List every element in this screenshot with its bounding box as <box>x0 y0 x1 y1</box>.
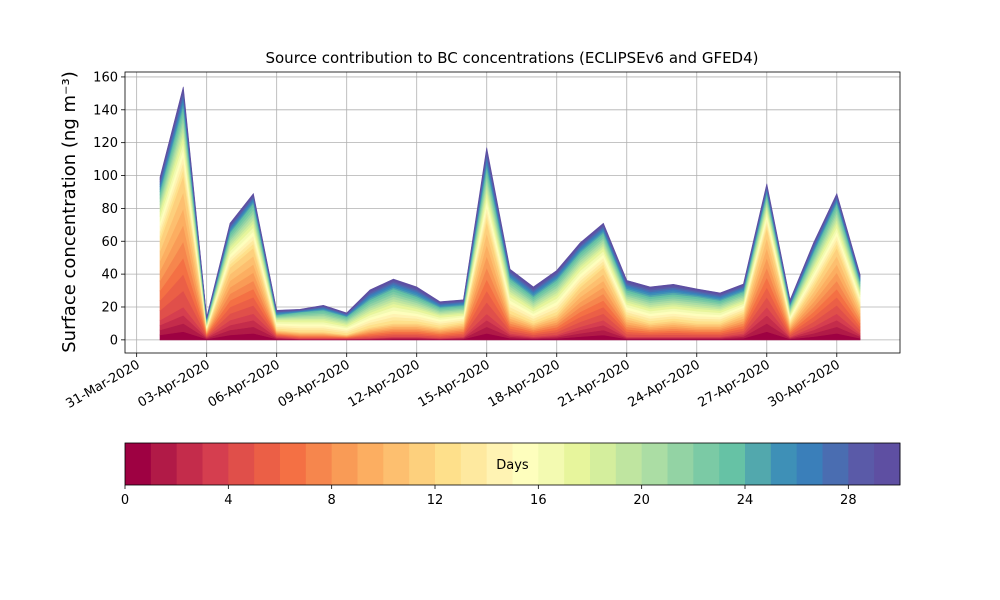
colorbar-tick-label: 4 <box>224 493 232 508</box>
area <box>159 86 861 318</box>
x-tick-label: 24-Apr-2020 <box>626 357 703 410</box>
colorbar-cell <box>486 443 513 485</box>
colorbar-cell <box>770 443 798 485</box>
colorbar-cell <box>538 443 565 485</box>
y-tick-label: 40 <box>101 268 118 283</box>
colorbar-cell <box>202 443 229 485</box>
colorbar-cell <box>745 443 772 485</box>
colorbar-cell <box>512 443 539 485</box>
x-tick-label: 12-Apr-2020 <box>346 357 423 410</box>
x-tick-label: 03-Apr-2020 <box>136 357 213 410</box>
colorbar-cell <box>150 443 178 485</box>
colorbar-cell <box>564 443 591 485</box>
colorbar-cell <box>615 443 643 485</box>
colorbar-cell <box>305 443 333 485</box>
colorbar-tick-label: 0 <box>121 493 129 508</box>
colorbar-tick-label: 24 <box>737 493 754 508</box>
colorbar-cell <box>176 443 203 485</box>
colorbar-cell <box>848 443 875 485</box>
colorbar-label: Days <box>496 458 529 473</box>
y-tick-label: 80 <box>101 202 118 217</box>
y-tick-label: 140 <box>93 103 118 118</box>
plot-frame <box>124 71 901 354</box>
colorbar-tick-label: 8 <box>328 493 336 508</box>
colorbar-cell <box>409 443 436 485</box>
chart-title: Source contribution to BC concentrations… <box>265 49 758 67</box>
y-tick-label: 20 <box>101 300 118 315</box>
colorbar-cell <box>331 443 358 485</box>
colorbar-cell <box>280 443 307 485</box>
colorbar-cell <box>667 443 694 485</box>
colorbar-cell <box>590 443 617 485</box>
colorbar-cell <box>383 443 410 485</box>
colorbar-cell <box>693 443 720 485</box>
colorbar-cell <box>435 443 462 485</box>
y-tick-label: 100 <box>93 169 118 184</box>
colorbar-cell <box>254 443 281 485</box>
colorbar-cell <box>822 443 849 485</box>
x-tick-label: 21-Apr-2020 <box>556 357 633 410</box>
y-tick-label: 120 <box>93 136 118 151</box>
x-tick-label: 09-Apr-2020 <box>276 357 353 410</box>
y-axis-label: Surface concentration (ng m⁻³) <box>59 71 80 353</box>
colorbar-cell <box>357 443 384 485</box>
colorbar-cell <box>874 443 901 485</box>
colorbar-cell <box>460 443 488 485</box>
x-tick-label: 06-Apr-2020 <box>206 357 283 410</box>
x-tick-label: 15-Apr-2020 <box>416 357 493 410</box>
colorbar-cell <box>228 443 255 485</box>
x-tick-label: 31-Mar-2020 <box>64 357 143 411</box>
x-tick-label: 27-Apr-2020 <box>696 357 773 410</box>
colorbar-tick-label: 16 <box>530 493 547 508</box>
colorbar-cell <box>125 443 152 485</box>
x-tick-label: 30-Apr-2020 <box>766 357 843 410</box>
colorbar-tick-label: 28 <box>840 493 857 508</box>
y-tick-label: 160 <box>93 70 118 85</box>
colorbar-frame <box>124 442 901 486</box>
colorbar-tick-label: 20 <box>633 493 650 508</box>
colorbar-cell <box>641 443 668 485</box>
y-tick-label: 60 <box>101 235 118 250</box>
y-tick-label: 0 <box>110 333 118 348</box>
colorbar-cell <box>719 443 746 485</box>
x-tick-label: 18-Apr-2020 <box>486 357 563 410</box>
colorbar-tick-label: 12 <box>427 493 444 508</box>
colorbar-cell <box>796 443 823 485</box>
